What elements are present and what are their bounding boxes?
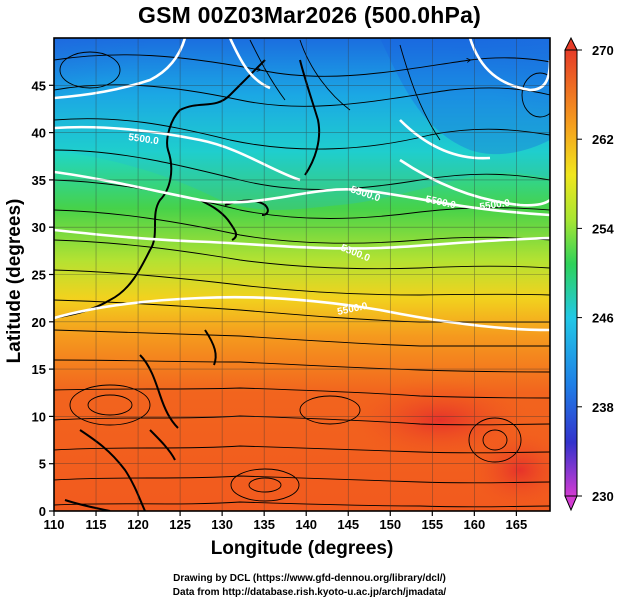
x-tick-label: 110	[44, 517, 65, 532]
colorbar-label: 254	[592, 221, 614, 236]
x-tick-label: 145	[337, 517, 359, 532]
contour-label: 5500.0	[479, 198, 511, 213]
x-tick-label: 150	[379, 517, 401, 532]
wind-streamlines	[54, 39, 550, 508]
colorbar-label: 230	[592, 489, 614, 504]
temperature-field	[54, 38, 550, 511]
y-tick-label: 30	[32, 220, 46, 235]
y-tick-label: 40	[32, 126, 46, 141]
x-axis: 110 115 120 125 130 135 140 145 150 155 160 165	[44, 511, 528, 532]
contour-label: 5500.0	[128, 132, 160, 147]
colorbar-label: 238	[592, 400, 614, 415]
colorbar-label: 262	[592, 132, 614, 147]
colorbar-bottom-arrow	[564, 495, 578, 512]
credit-drawing: Drawing by DCL (https://www.gfd-dennou.o…	[173, 573, 446, 584]
y-tick-label: 5	[39, 457, 46, 472]
x-tick-label: 125	[169, 517, 191, 532]
y-tick-label: 10	[32, 409, 46, 424]
colorbar-top-arrow	[564, 36, 578, 51]
x-tick-label: 155	[421, 517, 443, 532]
gridlines	[54, 38, 550, 511]
x-tick-label: 135	[253, 517, 275, 532]
y-tick-label: 35	[32, 173, 46, 188]
x-tick-label: 120	[127, 517, 149, 532]
coastlines	[54, 59, 321, 511]
x-axis-label: Longitude (degrees)	[210, 538, 394, 559]
y-axis-label: Latitude (degrees)	[4, 198, 25, 364]
credit-data: Data from http://database.rish.kyoto-u.a…	[172, 587, 447, 598]
x-tick-label: 140	[295, 517, 317, 532]
height-contours	[54, 38, 550, 332]
colorbar-label: 270	[592, 43, 614, 58]
x-tick-label: 130	[211, 517, 233, 532]
x-tick-label: 165	[506, 517, 528, 532]
y-tick-label: 25	[32, 268, 46, 283]
y-tick-label: 0	[39, 504, 46, 519]
x-tick-label: 115	[86, 517, 107, 532]
chart-title: GSM 00Z03Mar2026 (500.0hPa)	[138, 2, 481, 28]
y-tick-label: 15	[32, 362, 46, 377]
y-axis: 0 5 10 15 20 25 30 35 40 45	[32, 78, 54, 519]
contour-labels: 5500.0 5500.0 5500.0 5500.0 5500.0 5500.…	[128, 132, 512, 318]
colorbar-bar	[564, 49, 578, 497]
y-tick-label: 20	[32, 315, 46, 330]
colorbar: 270 262 254 246 238 230	[564, 36, 614, 512]
x-tick-label: 160	[463, 517, 485, 532]
y-tick-label: 45	[32, 78, 46, 93]
colorbar-label: 246	[592, 311, 614, 326]
